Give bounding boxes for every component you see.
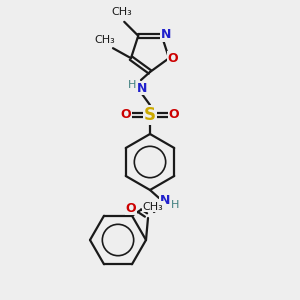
Text: O: O bbox=[168, 52, 178, 65]
Text: CH₃: CH₃ bbox=[94, 35, 116, 45]
Text: O: O bbox=[126, 202, 136, 214]
Text: N: N bbox=[137, 82, 147, 94]
Text: H: H bbox=[128, 80, 136, 90]
Text: O: O bbox=[121, 109, 131, 122]
Text: H: H bbox=[171, 200, 179, 210]
Text: N: N bbox=[160, 194, 170, 208]
Text: CH₃: CH₃ bbox=[142, 202, 164, 212]
Text: S: S bbox=[144, 106, 156, 124]
Text: O: O bbox=[169, 109, 179, 122]
Text: N: N bbox=[160, 28, 171, 41]
Text: CH₃: CH₃ bbox=[112, 7, 133, 17]
